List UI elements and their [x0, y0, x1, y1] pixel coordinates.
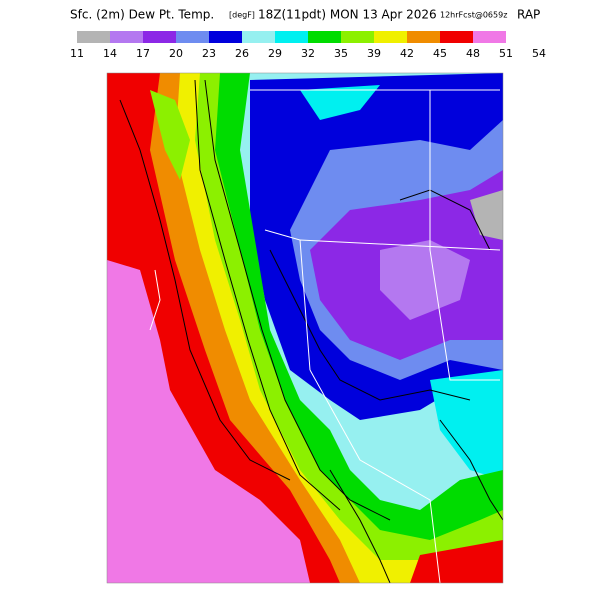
colorbar-label: 26 — [235, 47, 249, 60]
title-model: RAP — [517, 8, 540, 22]
colorbar-label: 29 — [268, 47, 282, 60]
contour — [399, 189, 491, 251]
colorbar-swatch — [341, 31, 374, 43]
field-lavender — [380, 240, 470, 320]
contour — [194, 79, 341, 511]
colorbar-swatch — [242, 31, 275, 43]
colorbar-label: 23 — [202, 47, 216, 60]
colorbar-label: 32 — [301, 47, 315, 60]
field-lime-north — [150, 90, 190, 180]
title-forecast: 12hrFcst@0659z — [440, 11, 507, 20]
colorbar-label: 45 — [433, 47, 447, 60]
contour — [439, 419, 503, 521]
colorbar-label: 42 — [400, 47, 414, 60]
colorbar-swatch — [209, 31, 242, 43]
title-valid: 18Z(11pdt) MON 13 Apr 2026 — [258, 8, 437, 22]
colorbar-swatch — [143, 31, 176, 43]
colorbar-label: 54 — [532, 47, 546, 60]
title-units: [degF] — [229, 11, 255, 20]
contours — [119, 79, 503, 583]
colorbar-swatch — [275, 31, 308, 43]
colorbar-swatch — [77, 31, 110, 43]
colorbar-label: 14 — [103, 47, 117, 60]
map — [106, 72, 504, 584]
colorbar-swatch — [473, 31, 506, 43]
colorbar-label: 35 — [334, 47, 348, 60]
colorbar-swatch — [110, 31, 143, 43]
colorbar-swatch — [176, 31, 209, 43]
colorbar-label: 17 — [136, 47, 150, 60]
colorbar-label: 11 — [70, 47, 84, 60]
state-border — [309, 369, 441, 583]
field-pink — [107, 260, 310, 583]
map-frame — [106, 72, 504, 584]
borders — [149, 89, 501, 583]
contour — [269, 249, 471, 401]
colorbar-swatch — [374, 31, 407, 43]
state-border — [299, 239, 501, 251]
colorbar: 11 14 17 20 23 26 29 32 35 39 42 45 48 51 54 — [70, 31, 546, 60]
colorbar-swatch — [407, 31, 440, 43]
colorbar-label: 48 — [466, 47, 480, 60]
colorbar-swatch — [440, 31, 473, 43]
contour — [119, 99, 291, 481]
coastline — [149, 269, 161, 331]
state-border — [429, 90, 500, 381]
field-cyan-east — [430, 370, 503, 480]
colorbar-swatch — [308, 31, 341, 43]
title-main: Sfc. (2m) Dew Pt. Temp. — [70, 8, 214, 22]
field-red-south — [410, 540, 503, 583]
colorbar-label: 51 — [499, 47, 513, 60]
colorbar-label: 20 — [169, 47, 183, 60]
contour — [329, 469, 391, 583]
colorbar-label: 39 — [367, 47, 381, 60]
field-cyan-north — [300, 85, 380, 120]
